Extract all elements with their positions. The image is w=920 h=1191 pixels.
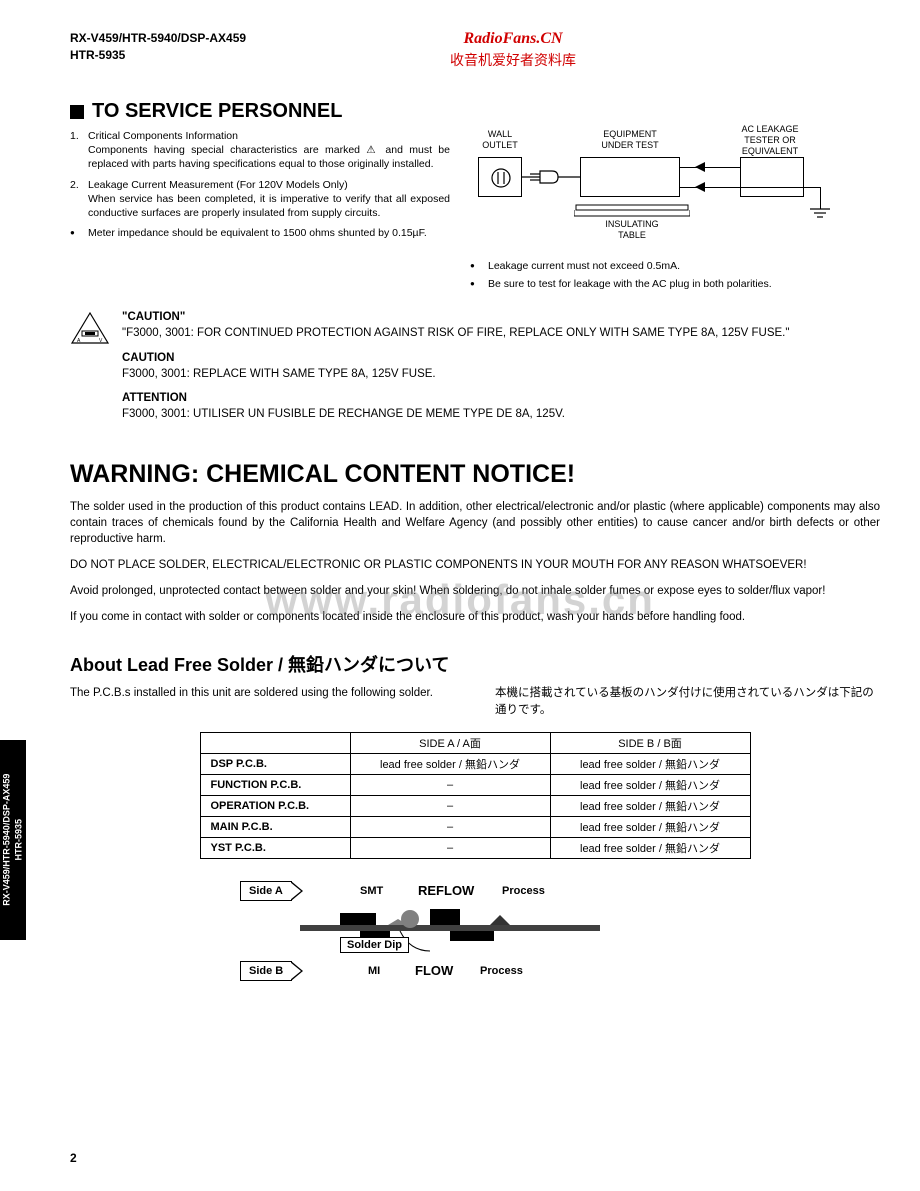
- leakage-diagram: WALL OUTLET EQUIPMENT UNDER TEST AC LEAK…: [470, 129, 880, 259]
- left-column: 1. Critical Components Information Compo…: [70, 129, 450, 295]
- item1-body: Components having special characteristic…: [88, 143, 450, 171]
- item2-head: Leakage Current Measurement (For 120V Mo…: [88, 178, 450, 192]
- caution-h2: CAUTION: [122, 352, 174, 364]
- bullet-icon: [470, 277, 488, 291]
- item1-head: Critical Components Information: [88, 129, 450, 143]
- warning-p1: The solder used in the production of thi…: [70, 499, 880, 547]
- side-tab: RX-V459/HTR-5940/DSP-AX459 HTR-5935: [0, 740, 26, 940]
- solder-table: SIDE A / A面 SIDE B / B面 DSP P.C.B.lead f…: [200, 732, 751, 859]
- sidetab-line2: HTR-5935: [13, 819, 23, 861]
- process-label-a: Process: [502, 885, 545, 897]
- reflow-label: REFLOW: [418, 883, 474, 898]
- warning-body: The solder used in the production of thi…: [70, 499, 880, 626]
- diag-equip-box: [580, 157, 680, 197]
- section-title-text: TO SERVICE PERSONNEL: [92, 100, 342, 123]
- list-num-2: 2.: [70, 178, 88, 221]
- flow-label: FLOW: [415, 963, 453, 978]
- model-line2: HTR-5935: [70, 47, 246, 64]
- lead-intro-en: The P.C.B.s installed in this unit are s…: [70, 685, 455, 717]
- process-label-b: Process: [480, 965, 523, 977]
- bullet-3: Be sure to test for leakage with the AC …: [488, 277, 772, 291]
- th-empty: [200, 732, 350, 753]
- list-num-1: 1.: [70, 129, 88, 172]
- sidetab-line1: RX-V459/HTR-5940/DSP-AX459: [1, 774, 11, 906]
- table-row: YST P.C.B.–lead free solder / 無鉛ハンダ: [200, 837, 750, 858]
- mi-label: MI: [368, 965, 380, 977]
- site-desc: 收音机爱好者资料库: [246, 50, 780, 70]
- diag-wall-box: [478, 157, 522, 197]
- caution-h1: "CAUTION": [122, 311, 185, 323]
- process-diagram: Side A Side B SMT REFLOW Process Solder …: [240, 879, 880, 989]
- side-a-tag: Side A: [240, 881, 292, 901]
- lead-free-title: About Lead Free Solder / 無鉛ハンダについて: [70, 651, 880, 677]
- diag-arrow-bot: [695, 182, 707, 192]
- model-line1: RX-V459/HTR-5940/DSP-AX459: [70, 30, 246, 47]
- bullet-icon: [470, 259, 488, 273]
- site-name: RadioFans.CN: [246, 30, 780, 48]
- warning-title: WARNING: CHEMICAL CONTENT NOTICE!: [70, 460, 880, 489]
- header-site: RadioFans.CN 收音机爱好者资料库: [246, 30, 780, 70]
- item2-body: When service has been completed, it is i…: [88, 192, 450, 220]
- th-side-a: SIDE A / A面: [350, 732, 550, 753]
- diag-plug-icon: [522, 165, 582, 189]
- side-b-tag: Side B: [240, 961, 292, 981]
- page-number: 2: [70, 1151, 77, 1165]
- lead-intro-jp: 本機に搭載されている基板のハンダ付けに使用されているハンダは下記の通りです。: [495, 685, 880, 717]
- page-header: RX-V459/HTR-5940/DSP-AX459 HTR-5935 Radi…: [40, 30, 880, 70]
- diag-table-icon: [574, 203, 690, 217]
- diag-tester-box: [740, 157, 804, 197]
- table-row: MAIN P.C.B.–lead free solder / 無鉛ハンダ: [200, 816, 750, 837]
- th-side-b: SIDE B / B面: [550, 732, 750, 753]
- diag-table-label: INSULATING TABLE: [598, 219, 666, 241]
- bullet-2: Leakage current must not exceed 0.5mA.: [488, 259, 680, 273]
- caution-t2: F3000, 3001: REPLACE WITH SAME TYPE 8A, …: [122, 368, 436, 380]
- header-models: RX-V459/HTR-5940/DSP-AX459 HTR-5935: [40, 30, 246, 64]
- diag-tester-label: AC LEAKAGE TESTER OR EQUIVALENT: [730, 124, 810, 156]
- right-column: WALL OUTLET EQUIPMENT UNDER TEST AC LEAK…: [470, 129, 880, 295]
- square-bullet-icon: [70, 105, 84, 119]
- warning-p3: Avoid prolonged, unprotected contact bet…: [70, 583, 880, 599]
- section-title-service: TO SERVICE PERSONNEL: [70, 100, 880, 123]
- diag-equip-label: EQUIPMENT UNDER TEST: [590, 129, 670, 151]
- warning-p2: DO NOT PLACE SOLDER, ELECTRICAL/ELECTRON…: [70, 557, 880, 573]
- bullet-1: Meter impedance should be equivalent to …: [88, 226, 427, 240]
- solder-dip-label: Solder Dip: [340, 937, 409, 953]
- diag-arrow-top: [695, 162, 707, 172]
- caution-t3: F3000, 3001: UTILISER UN FUSIBLE DE RECH…: [122, 408, 565, 420]
- smt-label: SMT: [360, 885, 383, 897]
- table-row: OPERATION P.C.B.–lead free solder / 無鉛ハン…: [200, 795, 750, 816]
- caution-text-block: "CAUTION" "F3000, 3001: FOR CONTINUED PR…: [122, 309, 880, 430]
- table-row: DSP P.C.B.lead free solder / 無鉛ハンダlead f…: [200, 753, 750, 774]
- table-row: FUNCTION P.C.B.–lead free solder / 無鉛ハンダ: [200, 774, 750, 795]
- caution-t1: "F3000, 3001: FOR CONTINUED PROTECTION A…: [122, 327, 789, 339]
- diag-line-top: [680, 167, 740, 168]
- warning-p4: If you come in contact with solder or co…: [70, 609, 880, 625]
- diag-wall-label: WALL OUTLET: [470, 129, 530, 151]
- bullet-icon: [70, 226, 88, 240]
- diag-line-gnd-v: [820, 187, 821, 209]
- diag-ground-icon: [810, 207, 830, 221]
- caution-h3: ATTENTION: [122, 392, 187, 404]
- warning-triangle-icon: A V: [70, 311, 110, 350]
